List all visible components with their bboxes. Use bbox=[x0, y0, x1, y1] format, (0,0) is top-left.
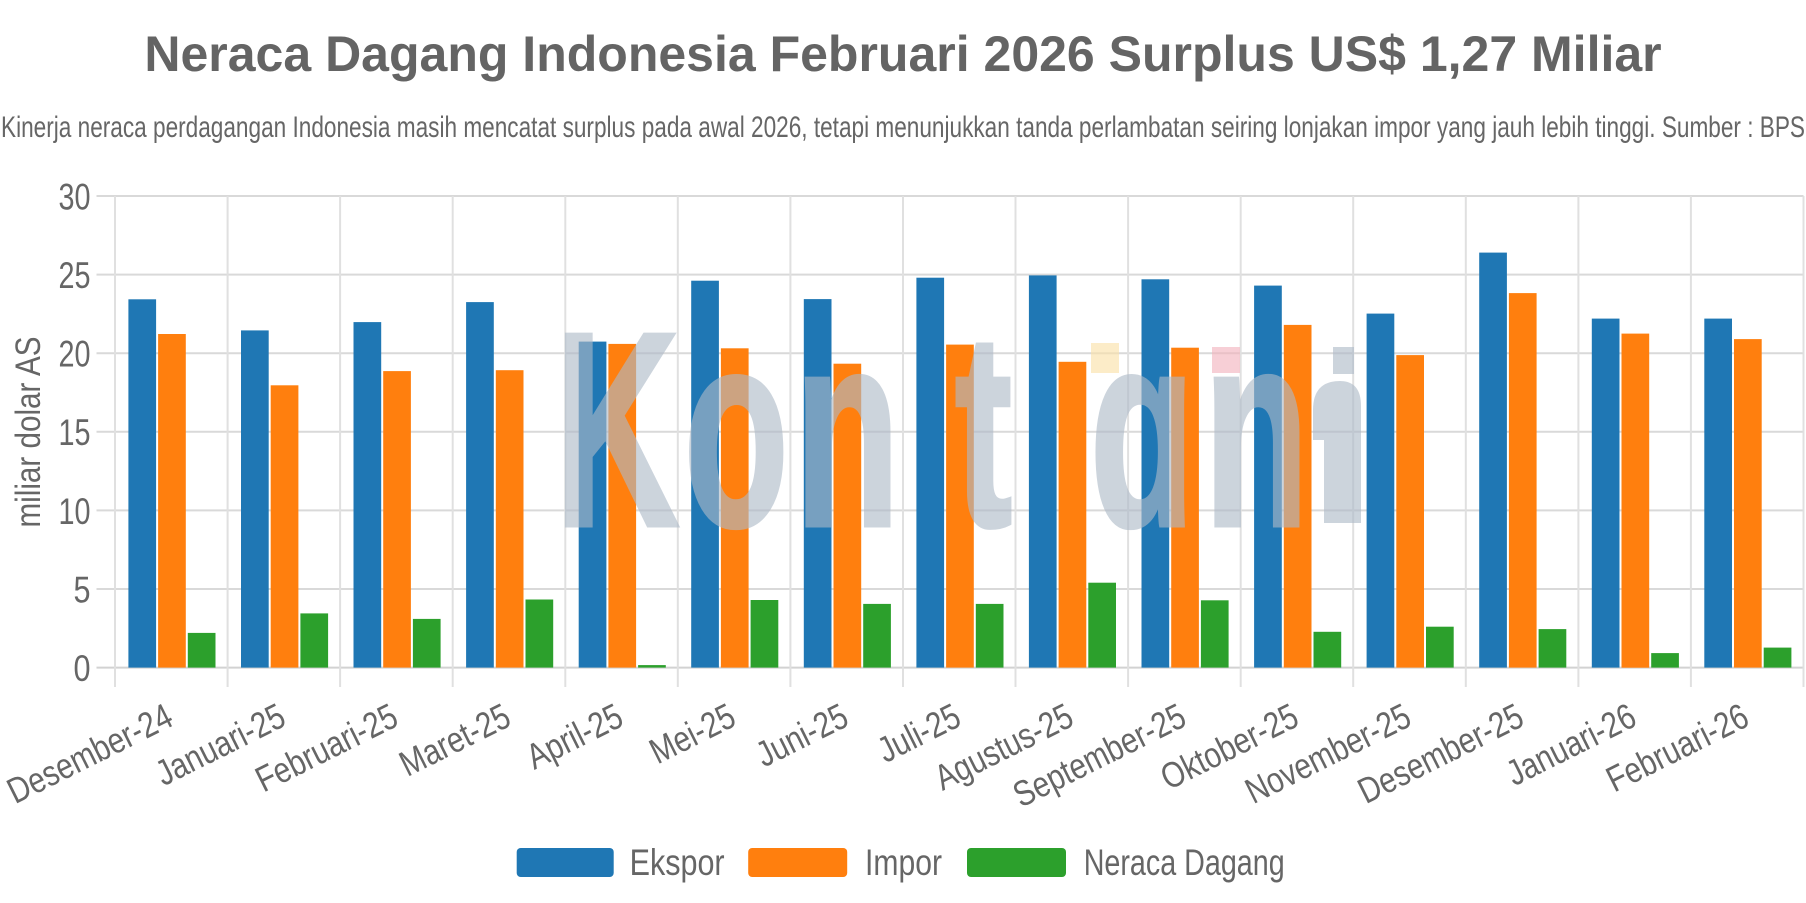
svg-text:25: 25 bbox=[59, 255, 91, 296]
svg-text:miliar dolar AS: miliar dolar AS bbox=[9, 337, 48, 528]
svg-text:30: 30 bbox=[59, 176, 91, 217]
svg-text:0: 0 bbox=[74, 648, 91, 689]
svg-text:n: n bbox=[795, 275, 900, 584]
svg-text:t: t bbox=[955, 275, 1012, 584]
svg-text:Neraca Dagang: Neraca Dagang bbox=[1084, 842, 1285, 883]
svg-text:15: 15 bbox=[59, 412, 91, 453]
svg-text:Neraca Dagang Indonesia Februa: Neraca Dagang Indonesia Februari 2026 Su… bbox=[144, 26, 1661, 82]
svg-text:20: 20 bbox=[59, 334, 91, 375]
svg-text:5: 5 bbox=[74, 569, 91, 610]
svg-text:o: o bbox=[684, 275, 789, 584]
svg-text:ɑ: ɑ bbox=[1090, 275, 1195, 584]
svg-text:Kinerja neraca perdagangan Ind: Kinerja neraca perdagangan Indonesia mas… bbox=[1, 111, 1805, 144]
svg-text:Impor: Impor bbox=[865, 842, 942, 883]
svg-text:n: n bbox=[1204, 275, 1309, 584]
svg-text:Ekspor: Ekspor bbox=[630, 842, 725, 883]
svg-text:K: K bbox=[555, 275, 679, 584]
svg-text:10: 10 bbox=[59, 491, 91, 532]
